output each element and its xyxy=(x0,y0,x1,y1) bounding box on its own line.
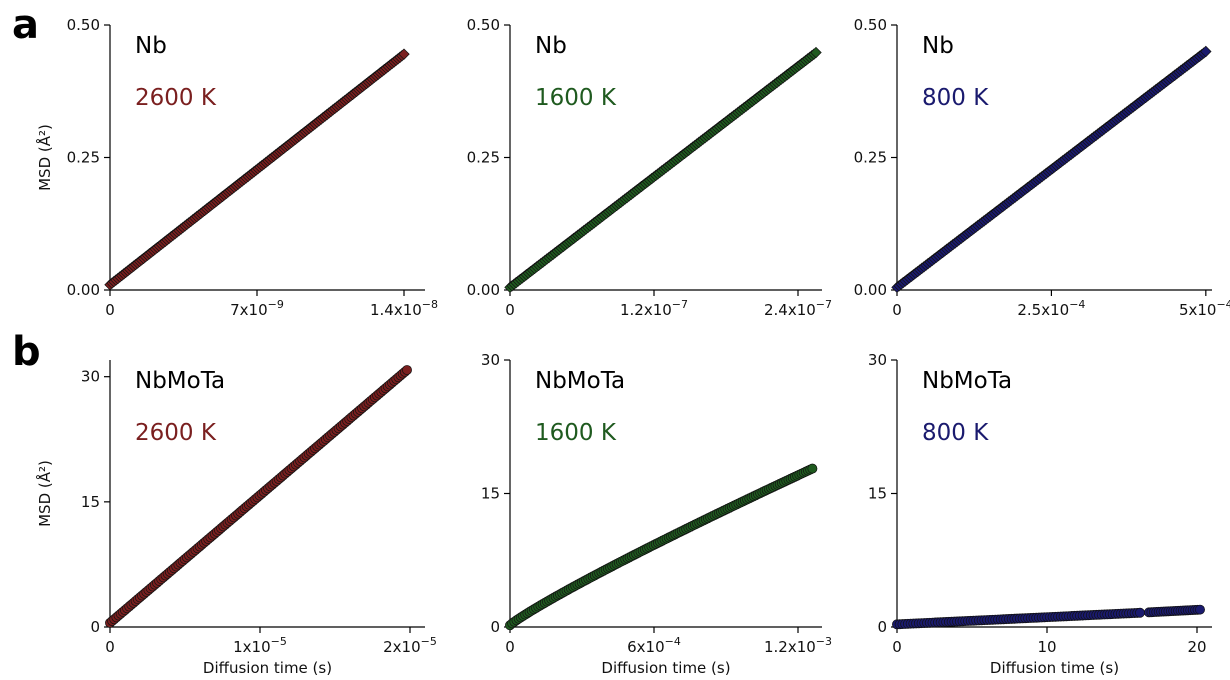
x-tick-label: 1.2x10−3 xyxy=(764,635,832,656)
data-series-1 xyxy=(105,365,412,628)
y-tick-label: 0.25 xyxy=(467,149,500,167)
temperature-label: 1600 K xyxy=(535,420,617,446)
material-label: Nb xyxy=(922,33,954,59)
data-series-1 xyxy=(104,48,410,291)
x-tick-label: 0 xyxy=(892,301,902,319)
y-tick-label: 30 xyxy=(481,351,500,369)
x-tick-label: 0 xyxy=(105,301,115,319)
x-tick-label: 2.4x10−7 xyxy=(764,298,832,319)
y-tick-label: 0 xyxy=(877,618,887,636)
y-tick-label: 15 xyxy=(868,485,887,503)
chart-panel-b-3: 0 15 30 0 10 20 Diffusion time (s) NbMoTa 800 K xyxy=(868,351,1212,677)
chart-panel-a-3: 0.00 0.25 0.50 0 2.5x10−4 5x10−4 Nb 800 K xyxy=(854,16,1230,319)
y-tick-label: 0 xyxy=(490,618,500,636)
data-series-1 xyxy=(504,46,822,294)
material-label: Nb xyxy=(535,33,567,59)
x-axis-title: Diffusion time (s) xyxy=(990,659,1119,677)
data-point xyxy=(1195,604,1205,615)
material-label: NbMoTa xyxy=(535,368,625,394)
x-tick-label: 5x10−4 xyxy=(1179,298,1230,319)
data-series-1 xyxy=(505,463,818,631)
y-tick-label: 0.00 xyxy=(854,281,887,299)
data-point xyxy=(398,48,410,60)
x-tick-label: 1x10−5 xyxy=(233,635,287,656)
y-tick-label: 0.25 xyxy=(67,149,100,167)
data-series-1 xyxy=(891,45,1212,294)
data-point xyxy=(402,365,412,375)
x-axis-title: Diffusion time (s) xyxy=(601,659,730,677)
x-tick-label: 2x10−5 xyxy=(383,635,437,656)
x-tick-label: 6x10−4 xyxy=(627,635,681,656)
y-tick-label: 30 xyxy=(868,351,887,369)
y-tick-label: 0.50 xyxy=(67,16,100,34)
temperature-label: 800 K xyxy=(922,420,989,446)
x-tick-label: 20 xyxy=(1187,638,1206,656)
y-tick-label: 0.00 xyxy=(467,281,500,299)
data-point xyxy=(1200,45,1212,58)
x-axis-title: Diffusion time (s) xyxy=(203,659,332,677)
y-tick-label: 0.25 xyxy=(854,149,887,167)
temperature-label: 2600 K xyxy=(135,85,217,111)
y-tick-label: 15 xyxy=(81,493,100,511)
data-point xyxy=(810,46,822,59)
y-axis-title: MSD (Å²) xyxy=(35,124,54,191)
data-point xyxy=(807,463,818,474)
y-tick-label: 0.00 xyxy=(67,281,100,299)
chart-panel-b-2: 0 15 30 0 6x10−4 1.2x10−3 Diffusion time (s) Nb… xyxy=(481,351,832,677)
x-tick-label: 0 xyxy=(505,301,515,319)
y-tick-label: 0.50 xyxy=(854,16,887,34)
panel-letter-a: a xyxy=(12,2,39,48)
chart-panel-b-1: 0 15 30 0 1x10−5 2x10−5 MSD (Å²) Diffusion time… xyxy=(35,360,437,677)
x-tick-label: 0 xyxy=(892,638,902,656)
y-tick-label: 0.50 xyxy=(467,16,500,34)
chart-panel-a-2: 0.00 0.25 0.50 0 1.2x10−7 2.4x10−7 Nb 1600 K xyxy=(467,16,832,319)
x-tick-label: 10 xyxy=(1037,638,1056,656)
data-series-2 xyxy=(1144,604,1205,618)
data-series-1 xyxy=(892,607,1145,630)
y-tick-label: 15 xyxy=(481,485,500,503)
x-tick-label: 0 xyxy=(105,638,115,656)
y-axis-title: MSD (Å²) xyxy=(35,460,54,527)
temperature-label: 800 K xyxy=(922,85,989,111)
x-tick-label: 1.2x10−7 xyxy=(620,298,688,319)
panel-letter-b: b xyxy=(12,329,41,375)
x-tick-label: 0 xyxy=(505,638,515,656)
data-point xyxy=(1135,607,1145,618)
material-label: NbMoTa xyxy=(922,368,1012,394)
x-tick-label: 1.4x10−8 xyxy=(370,298,438,319)
temperature-label: 2600 K xyxy=(135,420,217,446)
y-tick-label: 30 xyxy=(81,368,100,386)
x-tick-label: 2.5x10−4 xyxy=(1017,298,1085,319)
material-label: NbMoTa xyxy=(135,368,225,394)
material-label: Nb xyxy=(135,33,167,59)
y-tick-label: 0 xyxy=(90,618,100,636)
chart-panel-a-1: 0.00 0.25 0.50 0 7x10−9 1.4x10−8 MSD (Å²) Nb 260… xyxy=(35,16,438,319)
temperature-label: 1600 K xyxy=(535,85,617,111)
x-tick-label: 7x10−9 xyxy=(230,298,284,319)
